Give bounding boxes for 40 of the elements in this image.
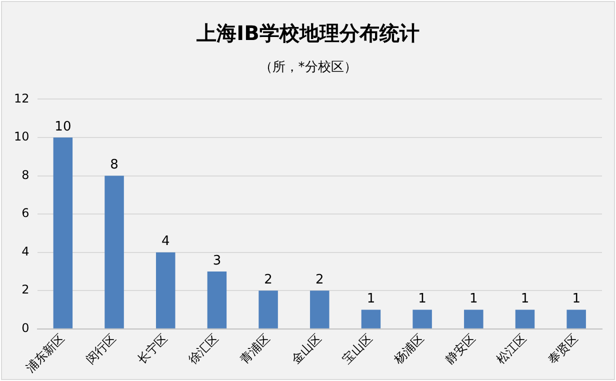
y-tick-label: 8 [22, 168, 30, 182]
data-label: 8 [110, 158, 118, 173]
bar [361, 310, 381, 328]
data-label: 2 [315, 272, 324, 288]
x-tick-label: 杨浦区 [390, 331, 427, 368]
bar [464, 310, 484, 328]
x-tick-label: 长宁区 [134, 331, 170, 367]
x-tick-label: 宝山区 [340, 331, 376, 367]
bar [515, 310, 535, 328]
x-tick-label: 闵行区 [83, 331, 119, 367]
x-tick-label: 青浦区 [237, 331, 273, 367]
data-label: 1 [572, 292, 580, 307]
x-tick-label: 松江区 [494, 331, 530, 367]
y-tick-label: 10 [14, 130, 30, 144]
data-label: 10 [54, 119, 72, 134]
data-label: 1 [418, 292, 426, 307]
bar [310, 290, 330, 328]
y-tick-label: 12 [14, 91, 30, 106]
bar [566, 310, 586, 328]
chart-title: 上海IB学校地理分布统计 [196, 20, 420, 47]
data-label: 3 [212, 253, 222, 268]
x-tick-label: 金山区 [288, 331, 324, 367]
bar [156, 252, 176, 328]
bar [53, 137, 73, 328]
data-label: 2 [264, 272, 272, 288]
x-tick-label: 静安区 [442, 331, 478, 367]
data-label: 4 [161, 234, 170, 250]
bar [104, 176, 124, 328]
data-label: 1 [470, 292, 478, 307]
data-label: 1 [366, 292, 376, 307]
x-tick-label: 奉贤区 [545, 331, 581, 367]
bar [412, 310, 432, 328]
y-tick-label: 2 [22, 282, 30, 297]
data-label: 1 [520, 292, 530, 307]
y-tick-label: 4 [22, 244, 30, 258]
bar [258, 290, 278, 328]
x-tick-label: 徐汇区 [186, 331, 222, 367]
bar [207, 271, 227, 328]
y-tick-label: 6 [22, 206, 30, 220]
chart-subtitle: （所，*分校区） [258, 59, 358, 76]
